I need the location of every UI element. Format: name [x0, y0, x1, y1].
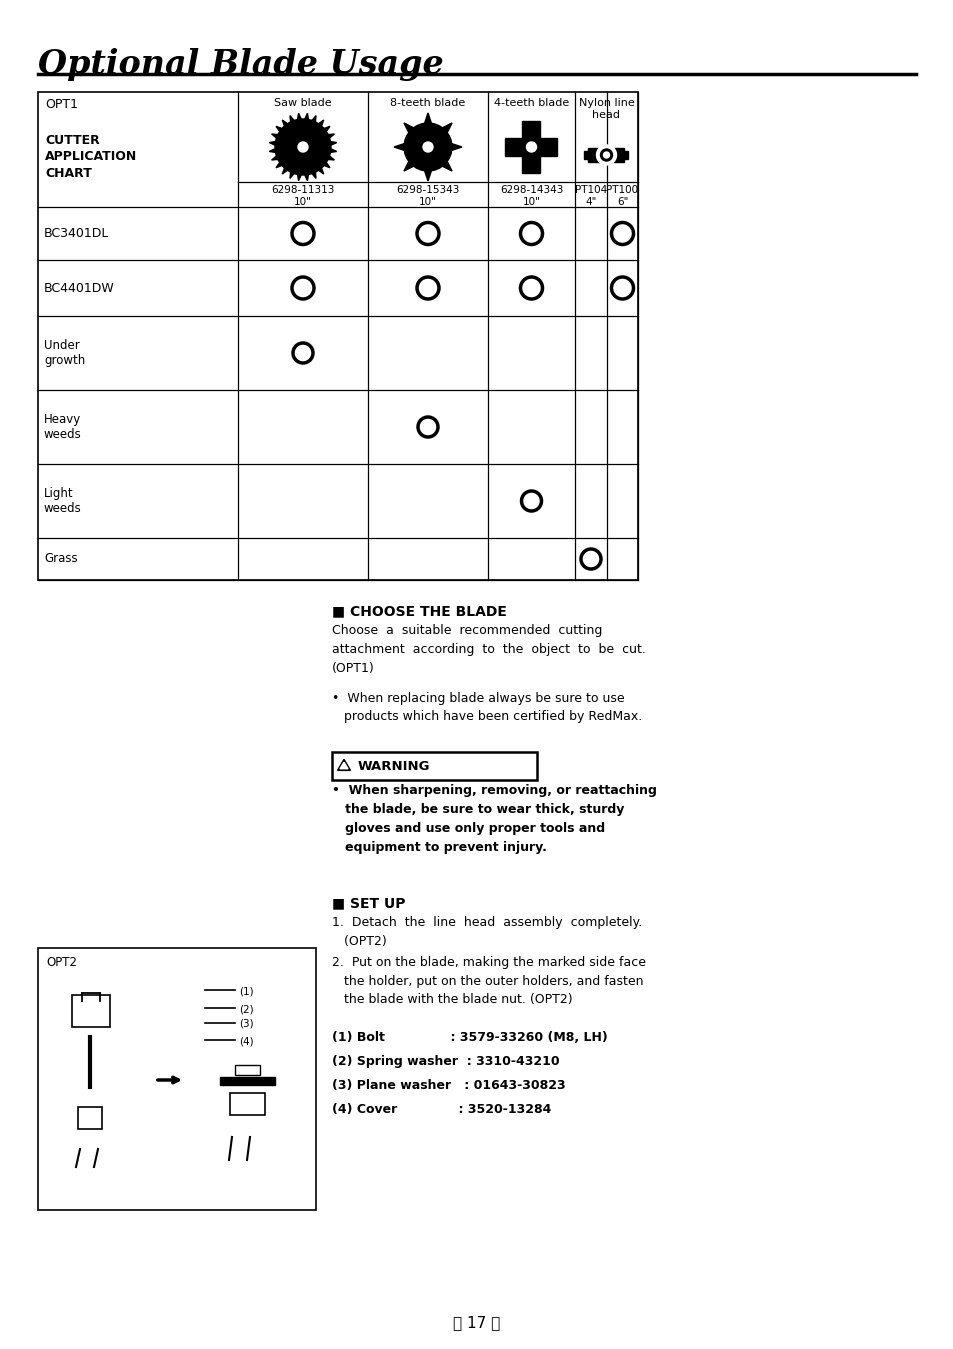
Bar	[220, 1077, 274, 1085]
Text: 【 17 】: 【 17 】	[453, 1315, 500, 1330]
Text: (2): (2)	[239, 1004, 253, 1014]
Circle shape	[422, 142, 433, 152]
Polygon shape	[272, 134, 282, 140]
Text: (4): (4)	[239, 1036, 253, 1045]
Text: ■ SET UP: ■ SET UP	[332, 896, 405, 911]
Text: Heavy
weeds: Heavy weeds	[44, 413, 82, 441]
Polygon shape	[282, 120, 291, 130]
Polygon shape	[319, 127, 330, 135]
Bar	[623, 151, 628, 159]
Polygon shape	[403, 158, 417, 171]
Text: Saw blade: Saw blade	[274, 98, 332, 108]
Text: Under
growth: Under growth	[44, 339, 85, 367]
Polygon shape	[337, 759, 350, 770]
Text: 4-teeth blade: 4-teeth blade	[494, 98, 569, 108]
Text: ■ CHOOSE THE BLADE: ■ CHOOSE THE BLADE	[332, 604, 506, 618]
Text: (2) Spring washer  : 3310-43210: (2) Spring washer : 3310-43210	[332, 1055, 559, 1068]
Text: 2.  Put on the blade, making the marked side face
   the holder, put on the oute: 2. Put on the blade, making the marked s…	[332, 956, 645, 1006]
Circle shape	[526, 142, 536, 152]
Circle shape	[274, 119, 331, 175]
Bar	[584, 151, 589, 159]
Polygon shape	[339, 762, 348, 769]
Polygon shape	[522, 147, 540, 173]
Text: 6298-15343
10": 6298-15343 10"	[395, 185, 459, 208]
Bar	[38, 948, 315, 1210]
Text: 6298-14343
10": 6298-14343 10"	[499, 185, 562, 208]
Polygon shape	[326, 140, 336, 147]
Bar	[588, 148, 624, 162]
Text: (1) Bolt               : 3579-33260 (M8, LH): (1) Bolt : 3579-33260 (M8, LH)	[332, 1031, 607, 1044]
Polygon shape	[269, 140, 279, 147]
Polygon shape	[403, 123, 417, 136]
Polygon shape	[437, 123, 452, 136]
Polygon shape	[272, 154, 282, 161]
Polygon shape	[423, 113, 433, 128]
Polygon shape	[290, 167, 296, 178]
Polygon shape	[437, 158, 452, 171]
Polygon shape	[522, 121, 540, 147]
Polygon shape	[531, 138, 557, 156]
Polygon shape	[447, 142, 461, 152]
Text: WARNING: WARNING	[357, 759, 430, 773]
Circle shape	[297, 142, 308, 152]
Polygon shape	[423, 166, 433, 181]
Text: 1.  Detach  the  line  head  assembly  completely.
   (OPT2): 1. Detach the line head assembly complet…	[332, 916, 641, 947]
Text: OPT1: OPT1	[45, 98, 78, 111]
Bar	[234, 1064, 260, 1075]
Text: BC4401DW: BC4401DW	[44, 282, 114, 294]
Polygon shape	[319, 159, 330, 167]
Polygon shape	[326, 147, 336, 154]
Text: (4) Cover              : 3520-13284: (4) Cover : 3520-13284	[332, 1103, 551, 1116]
Text: 8-teeth blade: 8-teeth blade	[390, 98, 465, 108]
Polygon shape	[290, 116, 296, 127]
Bar	[78, 1108, 102, 1129]
Bar	[332, 751, 537, 780]
Text: (3) Plane washer   : 01643-30823: (3) Plane washer : 01643-30823	[332, 1079, 565, 1091]
Polygon shape	[303, 113, 309, 124]
Polygon shape	[394, 142, 408, 152]
Text: (1): (1)	[239, 986, 253, 996]
Polygon shape	[282, 165, 291, 174]
Polygon shape	[309, 116, 315, 127]
Text: PT104
4": PT104 4"	[575, 185, 606, 208]
Polygon shape	[323, 154, 335, 161]
Polygon shape	[269, 147, 279, 154]
Text: •  When replacing blade always be sure to use
   products which have been certif: • When replacing blade always be sure to…	[332, 692, 641, 723]
Bar	[71, 996, 110, 1027]
Text: Grass: Grass	[44, 553, 77, 565]
Text: Light
weeds: Light weeds	[44, 487, 82, 515]
Polygon shape	[309, 167, 315, 178]
Polygon shape	[275, 127, 286, 135]
Text: Nylon line
head: Nylon line head	[578, 98, 634, 120]
Circle shape	[599, 148, 612, 161]
Text: •  When sharpening, removing, or reattaching
   the blade, be sure to wear thick: • When sharpening, removing, or reattach…	[332, 784, 657, 854]
Circle shape	[596, 144, 616, 165]
Circle shape	[603, 152, 609, 158]
Polygon shape	[505, 138, 531, 156]
Text: BC3401DL: BC3401DL	[44, 227, 110, 240]
Text: PT100
6": PT100 6"	[606, 185, 638, 208]
Text: Choose  a  suitable  recommended  cutting
attachment  according  to  the  object: Choose a suitable recommended cutting at…	[332, 625, 645, 674]
Polygon shape	[303, 170, 309, 181]
Polygon shape	[296, 170, 303, 181]
Text: OPT2: OPT2	[46, 956, 77, 969]
Text: (3): (3)	[239, 1018, 253, 1029]
Circle shape	[403, 123, 452, 171]
Polygon shape	[323, 134, 335, 140]
Bar	[230, 1093, 265, 1116]
Polygon shape	[275, 159, 286, 167]
Polygon shape	[296, 113, 303, 124]
Bar	[38, 92, 638, 580]
Text: Optional Blade Usage: Optional Blade Usage	[38, 49, 443, 81]
Text: 6298-11313
10": 6298-11313 10"	[271, 185, 335, 208]
Text: CUTTER
APPLICATION
CHART: CUTTER APPLICATION CHART	[45, 134, 137, 179]
Polygon shape	[314, 165, 323, 174]
Polygon shape	[314, 120, 323, 130]
